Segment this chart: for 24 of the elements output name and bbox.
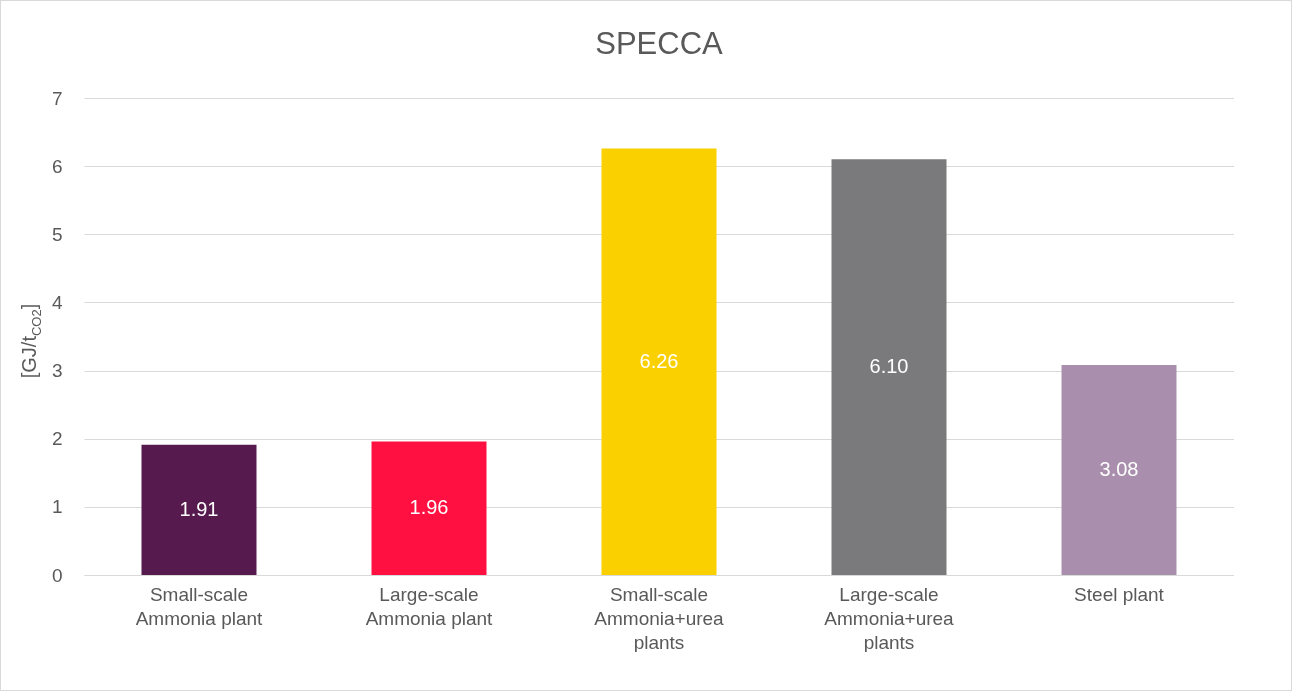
x-tick-label: Small-scale Ammonia plant bbox=[135, 583, 264, 629]
y-tick-label: 0 bbox=[51, 564, 63, 586]
x-tick-label: Large-scale Ammonia plant bbox=[365, 583, 494, 629]
y-tick-label: 7 bbox=[51, 87, 63, 109]
y-tick-label: 2 bbox=[51, 428, 63, 450]
bar bbox=[601, 148, 717, 575]
x-tick-label: Large-scale Ammonia+urea plants bbox=[824, 583, 955, 653]
bar bbox=[141, 444, 257, 575]
y-tick-label: 6 bbox=[51, 155, 63, 177]
y-tick-label: 4 bbox=[51, 291, 63, 313]
data-label: 6.10 bbox=[869, 355, 909, 378]
data-label: 3.08 bbox=[1099, 458, 1139, 481]
chart-title: SPECCA bbox=[595, 26, 724, 61]
data-label: 6.26 bbox=[639, 349, 679, 372]
y-tick-label: 5 bbox=[51, 223, 63, 245]
y-tick-label: 3 bbox=[51, 360, 63, 382]
data-label: 1.96 bbox=[409, 496, 449, 519]
bar bbox=[831, 159, 947, 575]
y-tick-label: 1 bbox=[51, 496, 63, 518]
bar bbox=[371, 441, 487, 575]
x-tick-label: Small-scale Ammonia+urea plants bbox=[594, 583, 725, 653]
bar bbox=[1061, 365, 1177, 575]
x-tick-label: Steel plant bbox=[1074, 583, 1165, 605]
data-label: 1.91 bbox=[179, 497, 219, 520]
